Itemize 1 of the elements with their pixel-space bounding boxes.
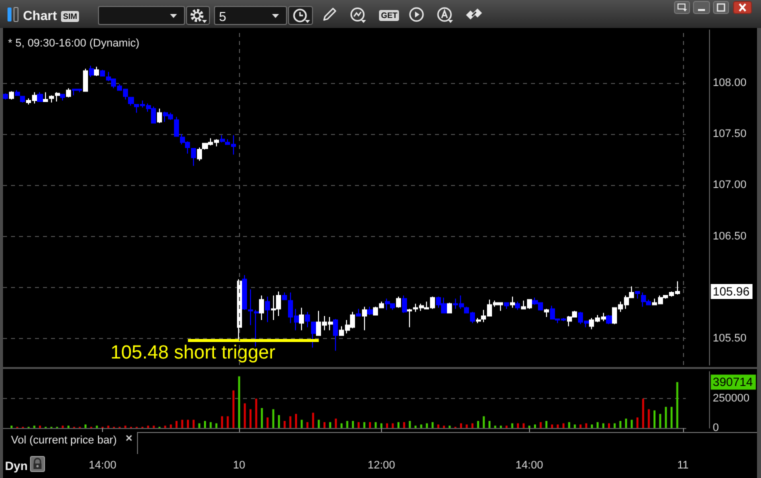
- candlestick: [3, 92, 8, 100]
